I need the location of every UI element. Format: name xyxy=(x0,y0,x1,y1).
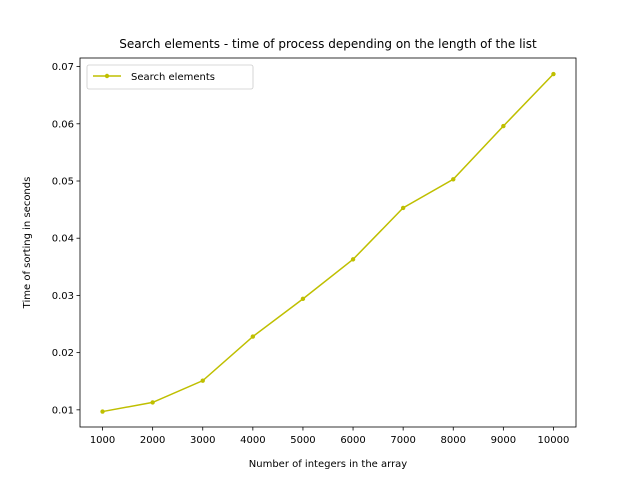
y-tick-label: 0.06 xyxy=(52,119,74,130)
legend-marker-swatch xyxy=(104,73,110,79)
y-tick-label: 0.01 xyxy=(52,405,74,416)
x-axis-label: Number of integers in the array xyxy=(249,459,408,470)
data-point xyxy=(200,378,205,383)
data-point xyxy=(100,409,105,414)
legend-label: Search elements xyxy=(131,72,215,83)
data-point xyxy=(250,334,256,339)
axes-frame xyxy=(79,57,577,428)
data-point xyxy=(150,400,155,405)
y-tick-label: 0.07 xyxy=(52,62,74,73)
x-tick-label: 6000 xyxy=(340,435,365,446)
data-point xyxy=(350,257,356,262)
x-tick-label: 5000 xyxy=(290,435,315,446)
data-point xyxy=(551,71,556,77)
chart-title: Search elements - time of process depend… xyxy=(119,37,537,51)
data-point xyxy=(501,123,506,129)
data-point xyxy=(451,177,456,182)
data-point xyxy=(300,296,306,302)
x-tick-label: 8000 xyxy=(441,435,466,446)
legend-frame xyxy=(86,64,254,90)
x-tick-label: 2000 xyxy=(140,435,165,446)
x-tick-label: 1000 xyxy=(90,435,115,446)
x-tick-label: 4000 xyxy=(240,435,265,446)
legend: Search elements xyxy=(86,64,254,90)
x-tick-label: 7000 xyxy=(390,435,415,446)
x-tick-label: 10000 xyxy=(538,435,570,446)
y-tick-label: 0.05 xyxy=(52,177,74,188)
y-tick-label: 0.03 xyxy=(52,291,74,302)
y-tick-label: 0.02 xyxy=(52,348,74,359)
data-point xyxy=(400,205,406,211)
x-tick-label: 9000 xyxy=(491,435,516,446)
series-line xyxy=(102,73,554,413)
plot-area: 1000 2000 3000 4000 5000 6000 7000 8000 9000 1000… xyxy=(52,62,570,446)
x-tick-label: 3000 xyxy=(190,435,215,446)
y-axis-label: Time of sorting in seconds xyxy=(22,177,33,310)
y-tick-label: 0.04 xyxy=(52,234,74,245)
